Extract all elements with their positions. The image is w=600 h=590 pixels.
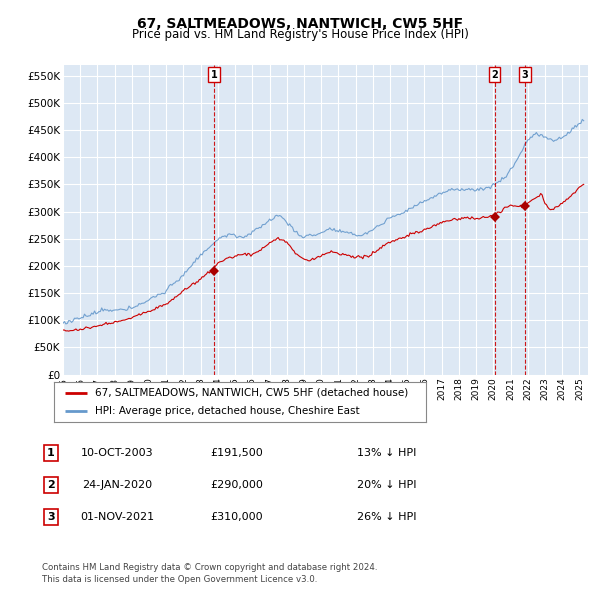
Text: 10-OCT-2003: 10-OCT-2003 (80, 448, 154, 458)
Text: 3: 3 (521, 70, 528, 80)
Text: 2: 2 (47, 480, 55, 490)
Text: £290,000: £290,000 (211, 480, 263, 490)
Text: 24-JAN-2020: 24-JAN-2020 (82, 480, 152, 490)
Text: Contains HM Land Registry data © Crown copyright and database right 2024.
This d: Contains HM Land Registry data © Crown c… (42, 563, 377, 584)
Text: 3: 3 (47, 512, 55, 522)
Text: £191,500: £191,500 (211, 448, 263, 458)
Text: £310,000: £310,000 (211, 512, 263, 522)
Text: HPI: Average price, detached house, Cheshire East: HPI: Average price, detached house, Ches… (95, 406, 359, 416)
Text: 01-NOV-2021: 01-NOV-2021 (80, 512, 154, 522)
Text: 1: 1 (47, 448, 55, 458)
Text: 1: 1 (211, 70, 218, 80)
Text: 13% ↓ HPI: 13% ↓ HPI (357, 448, 416, 458)
Text: 20% ↓ HPI: 20% ↓ HPI (357, 480, 416, 490)
Text: Price paid vs. HM Land Registry's House Price Index (HPI): Price paid vs. HM Land Registry's House … (131, 28, 469, 41)
Text: 67, SALTMEADOWS, NANTWICH, CW5 5HF: 67, SALTMEADOWS, NANTWICH, CW5 5HF (137, 17, 463, 31)
Text: 26% ↓ HPI: 26% ↓ HPI (357, 512, 416, 522)
Text: 67, SALTMEADOWS, NANTWICH, CW5 5HF (detached house): 67, SALTMEADOWS, NANTWICH, CW5 5HF (deta… (95, 388, 408, 398)
Text: 2: 2 (491, 70, 498, 80)
